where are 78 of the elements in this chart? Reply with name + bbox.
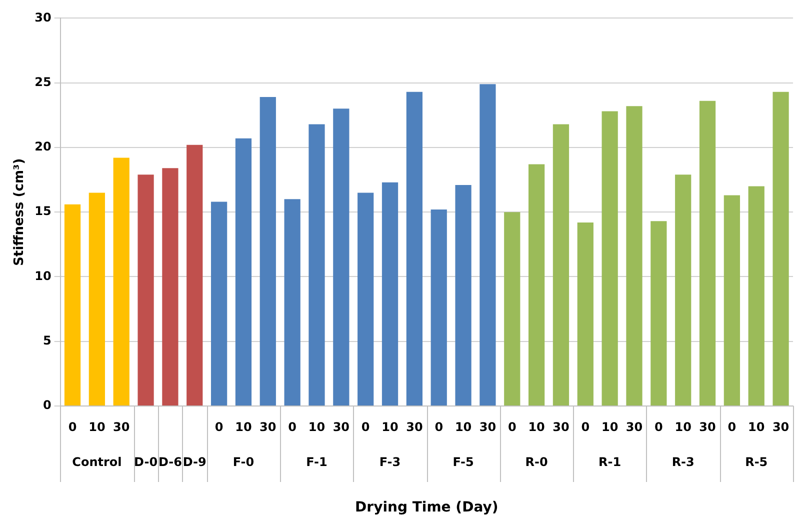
x-tick-label: 30 [699,420,716,434]
bar [528,164,545,406]
x-tick-label: 30 [113,420,130,434]
bar [748,186,764,406]
x-tick-label: 0 [728,420,736,434]
bar [308,124,325,406]
bar [626,106,642,406]
y-tick-label: 10 [34,268,52,283]
text: D-9 [182,455,206,470]
x-tick-label: 0 [288,420,296,434]
y-tick-label: 0 [42,398,52,412]
bar [504,212,520,406]
text: D-0 [134,455,158,470]
x-tick-label: 30 [479,420,496,434]
y-tick-label: 20 [34,140,52,154]
bar [210,202,228,406]
text: D-6 [158,455,182,470]
text: F-0 [232,455,254,470]
text: R-1 [598,455,622,470]
text: F-3 [379,455,401,470]
x-tick-label: 30 [332,420,350,434]
x-tick-label: 0 [508,420,516,434]
x-tick-label: 10 [382,420,398,434]
bar [382,182,398,406]
bar [333,108,350,406]
x-tick-label: 10 [601,420,618,434]
x-tick-label: 0 [68,420,77,434]
bar [480,84,496,406]
bar [358,192,374,406]
x-tick-label: 0 [581,420,590,434]
bar [650,221,667,406]
bar [406,92,422,406]
text: R-0 [525,455,548,470]
x-tick-label: 10 [88,420,106,434]
bar [284,199,300,406]
x-tick-label: 30 [626,420,643,434]
y-axis-title: Stiffness (cm³) [12,158,28,266]
bar [430,210,447,406]
y-tick-label: 30 [34,10,52,24]
bar [88,192,105,406]
bar [675,174,692,406]
x-tick-label: 0 [654,420,663,434]
bar [138,174,154,406]
bar [64,204,81,406]
bar [260,97,276,406]
bar [113,158,130,406]
x-tick-label: 30 [772,420,790,434]
x-tick-label: 30 [260,420,276,434]
x-tick-label: 10 [235,420,252,434]
text: Control [72,455,122,470]
x-tick-label: 10 [454,420,472,434]
text: R-3 [672,455,694,470]
bar [186,144,203,406]
x-tick-label: 10 [308,420,326,434]
bar [552,124,570,406]
x-tick-label: 30 [552,420,570,434]
x-tick-label: 0 [361,420,370,434]
text: F-5 [452,455,474,470]
bar [577,222,594,406]
bar [235,138,252,406]
x-tick-label: 0 [434,420,444,434]
bar [162,168,178,406]
bar [455,184,472,406]
text: R-5 [745,455,768,470]
bar [699,100,716,406]
x-tick-label: 30 [406,420,423,434]
y-tick-label: 25 [34,74,52,89]
x-axis-title: Drying Time (Day) [355,500,498,516]
x-tick-label: 10 [528,420,545,434]
bar [724,195,740,406]
bar [602,111,618,406]
y-tick-label: 5 [42,333,52,348]
x-tick-label: 0 [214,420,224,434]
x-tick-label: 10 [748,420,765,434]
y-tick-label: 15 [34,204,52,218]
bar [772,92,789,406]
x-tick-label: 10 [674,420,692,434]
text: F-1 [306,455,328,470]
